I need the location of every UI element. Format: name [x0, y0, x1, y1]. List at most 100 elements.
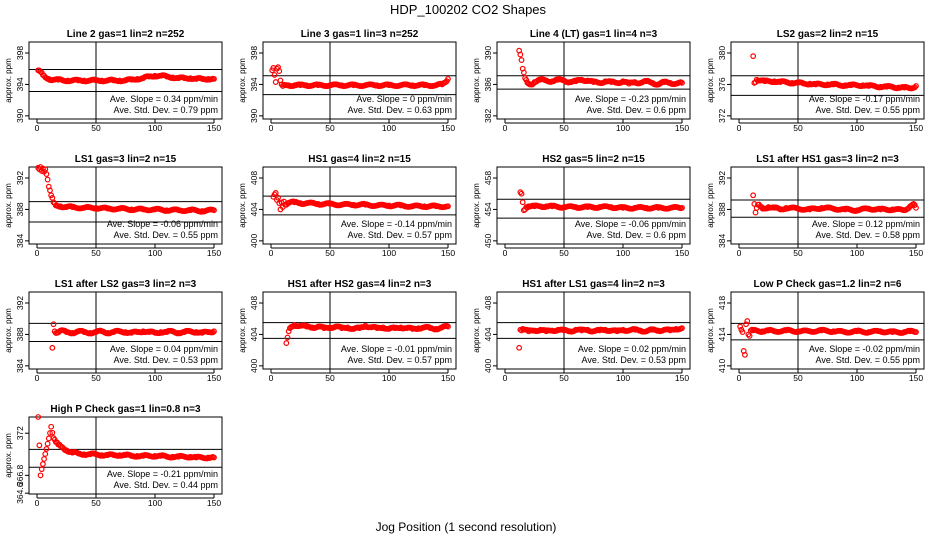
- data-point: [283, 340, 290, 346]
- panel: Line 2 gas=1 lin=2 n=252 0 50 100 150 390 394 3…: [4, 29, 223, 133]
- panel: Line 3 gas=1 lin=3 n=252 0 50 100 150 390 394 3…: [238, 29, 457, 133]
- y-tick-label: 408: [483, 296, 493, 310]
- panel: LS1 after LS2 gas=3 lin=2 n=3 0 50 100 150 38…: [4, 279, 223, 383]
- x-tick-label: 100: [850, 248, 864, 258]
- data-point: [750, 53, 757, 60]
- x-tick-label: 0: [737, 123, 742, 133]
- y-axis-label: approx. ppm: [238, 58, 247, 103]
- y-tick-label: 366.8: [15, 464, 25, 486]
- slope-annotation: Ave. Slope = -0.02 ppm/min: [809, 344, 920, 354]
- y-tick-label: 384: [15, 358, 25, 372]
- y-tick-label: 364.6: [15, 482, 25, 504]
- x-tick-label: 50: [91, 498, 101, 508]
- slope-annotation: Ave. Slope = 0.04 ppm/min: [110, 344, 218, 354]
- x-tick-label: 0: [269, 373, 274, 383]
- panel: Line 4 (LT) gas=1 lin=4 n=3 0 50 100 150 382 3…: [472, 29, 691, 133]
- x-tick-label: 100: [850, 373, 864, 383]
- slope-annotation: Ave. Slope = -0.06 ppm/min: [575, 219, 686, 229]
- y-tick-label: 454: [483, 202, 493, 216]
- plot-frame: [496, 41, 691, 120]
- y-tick-label: 414: [717, 327, 727, 341]
- x-tick-label: 50: [91, 248, 101, 258]
- data-point: [275, 194, 281, 201]
- plot-frame: [28, 291, 223, 370]
- y-tick-label: 382: [483, 108, 493, 122]
- data-point: [520, 69, 527, 76]
- x-tick-label: 50: [325, 123, 335, 133]
- y-tick-label: 390: [249, 108, 259, 122]
- x-tick-label: 100: [616, 123, 630, 133]
- data-point: [47, 430, 53, 436]
- x-tick-label: 0: [269, 123, 274, 133]
- panel-title: Low P Check gas=1.2 lin=2 n=6: [754, 279, 902, 290]
- x-tick-label: 100: [850, 123, 864, 133]
- slope-annotation: Ave. Slope = -0.06 ppm/min: [107, 219, 218, 229]
- y-tick-label: 404: [483, 327, 493, 341]
- x-tick-label: 150: [441, 123, 455, 133]
- slope-annotation: Ave. Slope = -0.23 ppm/min: [575, 94, 686, 104]
- x-tick-label: 50: [793, 373, 803, 383]
- x-tick-label: 0: [35, 123, 40, 133]
- x-tick-label: 100: [148, 248, 162, 258]
- y-tick-label: 400: [249, 233, 259, 247]
- y-tick-label: 384: [717, 233, 727, 247]
- plot-frame: [262, 41, 457, 120]
- x-tick-label: 100: [148, 498, 162, 508]
- x-tick-label: 50: [91, 373, 101, 383]
- data-point: [43, 171, 50, 177]
- stddev-annotation: Ave. Std. Dev. = 0.6 ppm: [587, 230, 686, 240]
- data-point: [744, 318, 751, 324]
- x-tick-label: 100: [382, 248, 396, 258]
- x-tick-label: 0: [269, 248, 274, 258]
- y-tick-label: 392: [15, 296, 25, 310]
- y-tick-label: 388: [15, 327, 25, 341]
- data-point: [36, 442, 43, 449]
- x-tick-label: 150: [909, 123, 923, 133]
- data-point: [750, 192, 757, 199]
- y-tick-label: 400: [249, 358, 259, 372]
- slope-annotation: Ave. Slope = 0.12 ppm/min: [812, 219, 920, 229]
- plot-frame: [262, 291, 457, 370]
- data-point: [49, 429, 56, 436]
- panel: HS1 gas=4 lin=2 n=15 0 50 100 150 400 404 408ap…: [238, 154, 457, 258]
- x-tick-label: 50: [793, 123, 803, 133]
- y-axis-label: approx. ppm: [238, 183, 247, 228]
- y-axis-label: approx. ppm: [4, 433, 13, 478]
- slope-annotation: Ave. Slope = 0.34 ppm/min: [110, 94, 218, 104]
- panels-container: Line 2 gas=1 lin=2 n=252 0 50 100 150 390 394 3…: [4, 29, 925, 508]
- x-tick-label: 0: [503, 248, 508, 258]
- data-point: [42, 451, 49, 457]
- slope-annotation: Ave. Slope = -0.14 ppm/min: [341, 219, 452, 229]
- x-tick-label: 50: [559, 248, 569, 258]
- x-tick-label: 100: [382, 123, 396, 133]
- data-point: [679, 79, 685, 86]
- stddev-annotation: Ave. Std. Dev. = 0.57 ppm: [348, 230, 452, 240]
- x-tick-label: 150: [207, 248, 221, 258]
- data-point: [272, 79, 279, 85]
- x-tick-label: 50: [325, 373, 335, 383]
- stddev-annotation: Ave. Std. Dev. = 0.53 ppm: [582, 355, 686, 365]
- stddev-annotation: Ave. Std. Dev. = 0.55 ppm: [816, 105, 920, 115]
- x-tick-label: 50: [559, 373, 569, 383]
- plot-frame: [730, 41, 925, 120]
- y-tick-label: 390: [483, 46, 493, 60]
- x-tick-label: 150: [441, 248, 455, 258]
- slope-annotation: Ave. Slope = -0.21 ppm/min: [107, 469, 218, 479]
- x-tick-label: 0: [35, 248, 40, 258]
- stddev-annotation: Ave. Std. Dev. = 0.57 ppm: [348, 355, 452, 365]
- y-tick-label: 388: [15, 202, 25, 216]
- panel-title: High P Check gas=1 lin=0.8 n=3: [50, 404, 201, 415]
- data-point: [45, 435, 52, 442]
- x-tick-label: 0: [35, 373, 40, 383]
- data-point: [519, 199, 526, 206]
- panel-title: LS2 gas=2 lin=2 n=15: [777, 29, 879, 40]
- x-tick-label: 100: [148, 123, 162, 133]
- y-tick-label: 372: [15, 426, 25, 440]
- y-axis-label: approx. ppm: [472, 58, 481, 103]
- x-tick-label: 0: [503, 373, 508, 383]
- data-point: [913, 329, 919, 335]
- x-tick-label: 100: [382, 373, 396, 383]
- slope-annotation: Ave. Slope = 0 ppm/min: [356, 94, 452, 104]
- x-tick-label: 150: [207, 373, 221, 383]
